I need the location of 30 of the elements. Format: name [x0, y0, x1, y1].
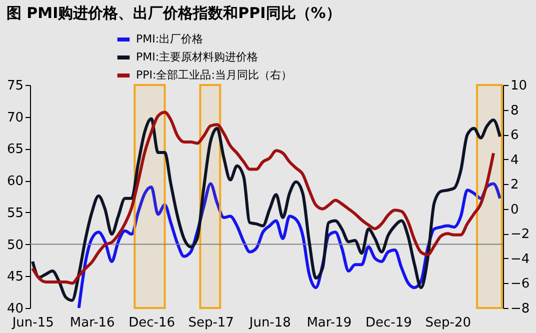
x-tick-label: Sep-20: [425, 316, 472, 330]
y-tick-label: 60: [6, 174, 24, 190]
y-tick-label: 65: [6, 142, 24, 158]
y2-tick-label: 4: [510, 152, 519, 168]
y2-tick-label: −2: [510, 227, 530, 242]
x-tick-label: Dec-19: [365, 316, 412, 330]
y2-tick-label: −4: [510, 252, 530, 267]
x-tick-label: Jun-15: [11, 316, 54, 330]
y2-tick-label: 6: [510, 128, 519, 144]
legend-label: PMI:出厂价格: [136, 32, 204, 46]
x-tick-label: Mar-16: [70, 316, 115, 330]
legend-label: PPI:全部工业品:当月同比（右）: [136, 68, 292, 82]
chart-title: 图 PMI购进价格、出厂价格指数和PPI同比（%）: [6, 4, 341, 22]
y-tick-label: 70: [6, 110, 24, 126]
y2-tick-label: 10: [510, 78, 528, 94]
y-tick-label: 55: [6, 206, 24, 221]
x-tick-label: Dec-16: [128, 316, 176, 330]
x-tick-label: Mar-19: [306, 316, 352, 330]
y2-tick-label: −8: [510, 302, 530, 316]
y-tick-label: 45: [6, 270, 24, 285]
y2-tick-label: −6: [510, 276, 530, 292]
x-tick-label: Jun-18: [248, 316, 291, 330]
legend-label: PMI:主要原材料购进价格: [136, 50, 258, 64]
y2-tick-label: 8: [510, 103, 519, 118]
y2-tick-label: 0: [510, 202, 519, 218]
y-tick-label: 40: [6, 302, 24, 316]
y2-tick-label: 2: [510, 178, 519, 193]
y-tick-label: 75: [6, 78, 24, 94]
y-tick-label: 50: [6, 238, 24, 253]
x-tick-label: Sep-17: [188, 316, 234, 330]
